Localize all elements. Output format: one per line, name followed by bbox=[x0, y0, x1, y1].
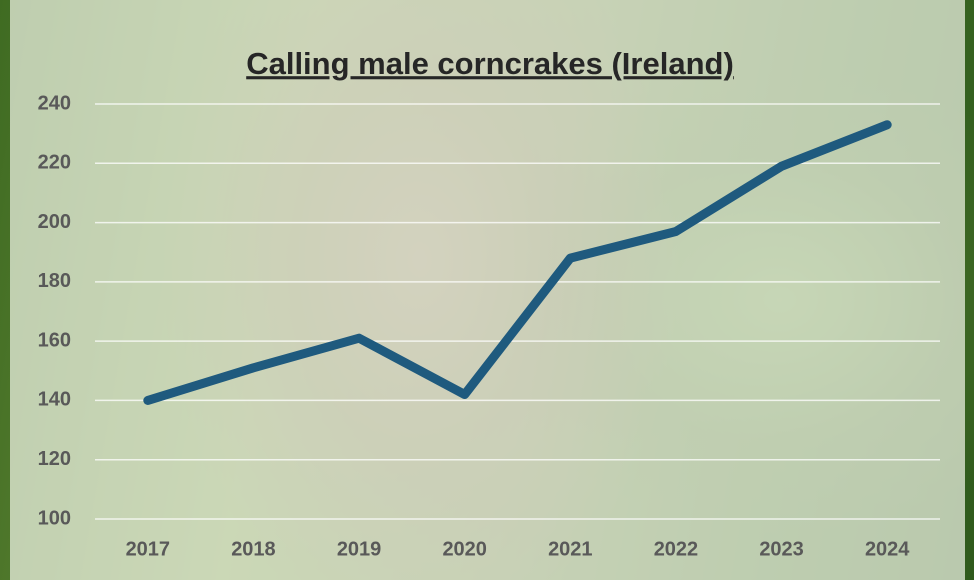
x-tick-label: 2018 bbox=[231, 538, 276, 560]
x-tick-label: 2017 bbox=[126, 538, 171, 560]
chart-title: Calling male corncrakes (Ireland) bbox=[246, 46, 734, 81]
data-line bbox=[143, 120, 892, 405]
y-tick-label: 180 bbox=[38, 270, 71, 292]
x-tick-label: 2021 bbox=[548, 538, 593, 560]
y-tick-label: 220 bbox=[38, 152, 71, 174]
y-tick-label: 100 bbox=[38, 507, 71, 529]
x-tick-label: 2019 bbox=[337, 538, 382, 560]
x-tick-label: 2023 bbox=[759, 538, 804, 560]
y-tick-label: 140 bbox=[38, 389, 71, 411]
y-tick-label: 240 bbox=[38, 92, 71, 114]
chart-panel bbox=[10, 0, 965, 580]
x-tick-label: 2020 bbox=[442, 538, 487, 560]
y-tick-label: 200 bbox=[38, 211, 71, 233]
x-tick-label: 2024 bbox=[865, 538, 910, 560]
y-tick-label: 160 bbox=[38, 329, 71, 351]
y-tick-label: 120 bbox=[38, 448, 71, 470]
x-tick-label: 2022 bbox=[654, 538, 699, 560]
